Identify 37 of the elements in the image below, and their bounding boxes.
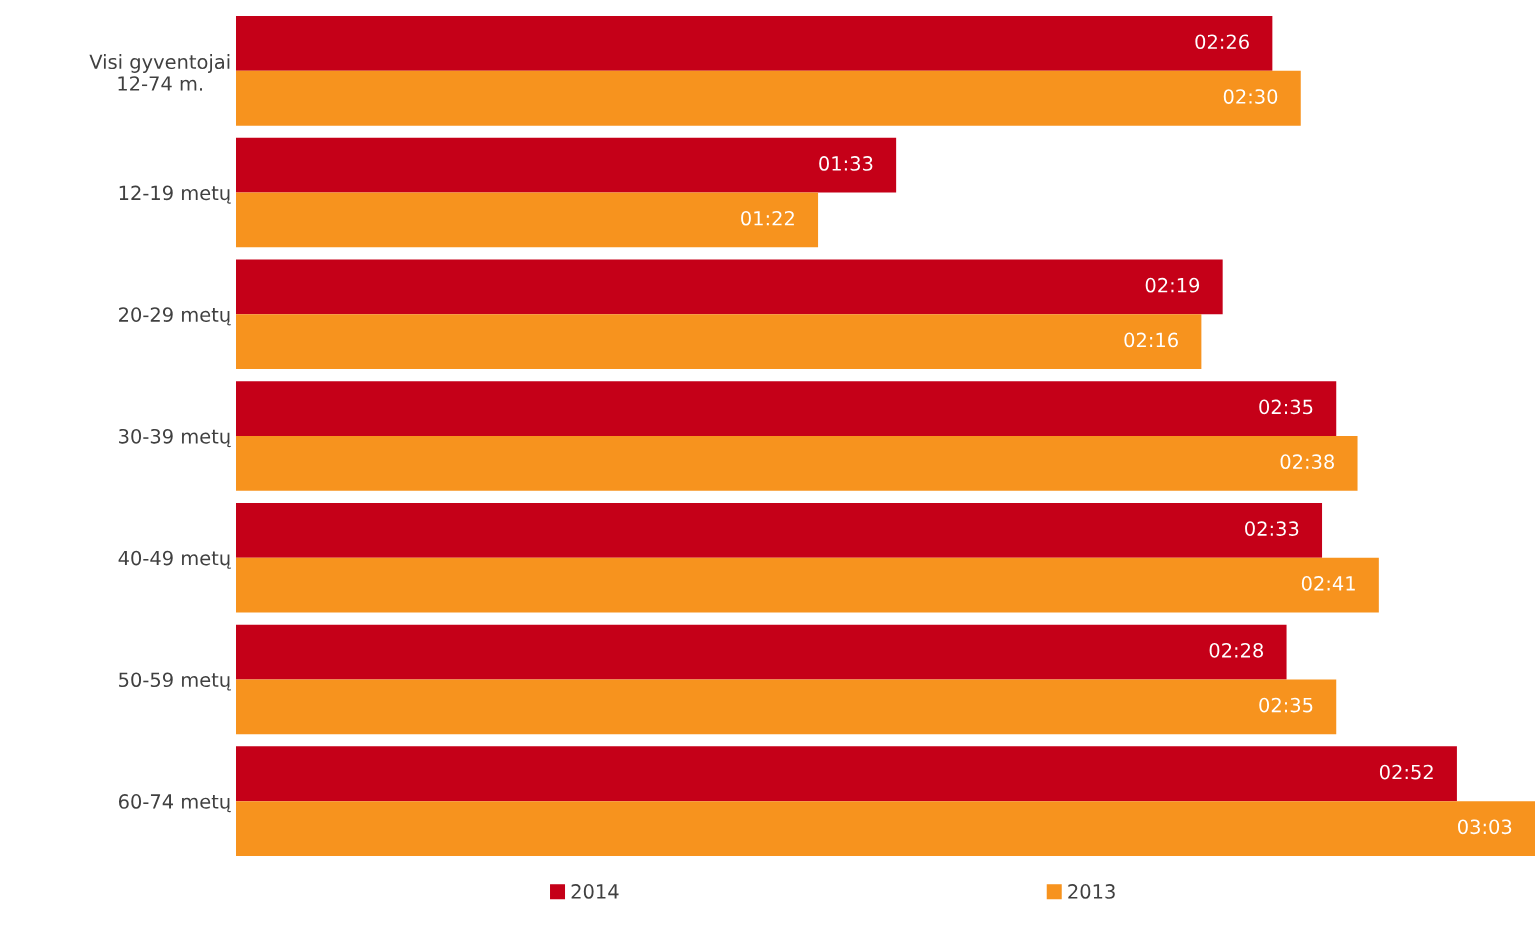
data-label: 02:52 — [1379, 764, 1433, 780]
legend-label: 2014 — [571, 884, 619, 899]
data-label: 02:33 — [1245, 521, 1299, 536]
bar — [236, 314, 1202, 370]
data-label: 02:38 — [1280, 454, 1334, 470]
bar — [236, 801, 1535, 856]
data-label: 02:30 — [1223, 89, 1278, 104]
y-tick-label: 12-19 metų — [119, 185, 231, 204]
bar — [236, 192, 819, 248]
data-label: 02:26 — [1195, 34, 1249, 50]
data-label: 01:22 — [741, 210, 794, 226]
data-label: 02:41 — [1301, 576, 1355, 591]
data-label: 02:28 — [1209, 642, 1263, 658]
data-label: 02:16 — [1124, 332, 1178, 348]
y-tick-label: 30-39 metų — [119, 428, 231, 448]
legend-label: 2013 — [1068, 884, 1115, 899]
bar — [236, 381, 1337, 436]
bar — [236, 137, 897, 193]
bar — [236, 624, 1287, 680]
bar — [236, 16, 1273, 71]
y-tick-label: Visi gyventojai 12-74 m. — [89, 54, 230, 91]
bar — [236, 746, 1457, 802]
y-tick-label: 50-59 metų — [119, 672, 231, 691]
data-label: 02:35 — [1259, 697, 1313, 713]
bar — [236, 557, 1379, 613]
bar — [236, 679, 1337, 735]
bar — [236, 436, 1358, 491]
bar — [236, 502, 1323, 558]
data-label: 02:35 — [1259, 399, 1313, 415]
y-tick-label: 20-29 metų — [119, 307, 231, 326]
data-label: 01:33 — [819, 156, 873, 171]
data-label: 02:19 — [1145, 277, 1200, 293]
bar — [236, 70, 1301, 126]
data-label: 03:03 — [1458, 819, 1512, 835]
bar — [236, 259, 1223, 315]
y-tick-label: 40-49 metų — [118, 550, 231, 569]
y-tick-label: 60-74 metų — [118, 794, 231, 813]
